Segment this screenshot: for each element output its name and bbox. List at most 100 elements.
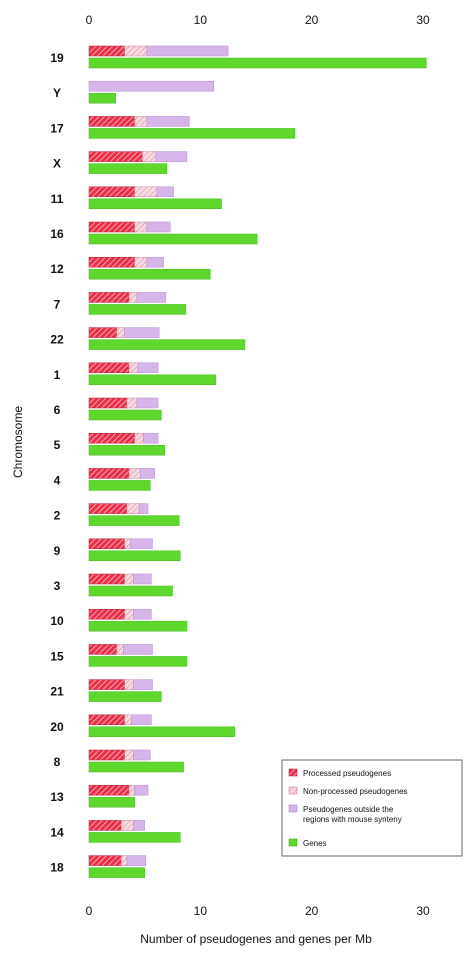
- chromosome-label: 15: [50, 649, 64, 663]
- bar-genes: [88, 550, 181, 562]
- chromosome-label: X: [53, 157, 61, 171]
- legend-swatch-outside: [288, 804, 298, 813]
- bar-outside-synteny-pseudogenes: [129, 538, 153, 550]
- chromosome-label: Y: [53, 86, 61, 100]
- bar-outside-synteny-pseudogenes: [138, 503, 149, 514]
- bar-outside-synteny-pseudogenes: [133, 679, 153, 690]
- bar-outside-synteny-pseudogenes: [146, 45, 229, 57]
- top-x-tick-labels: 0 10 20 30: [86, 13, 430, 27]
- bar-genes: [88, 198, 222, 210]
- bar-genes: [88, 92, 116, 104]
- legend-label-outside: Pseudogenes outside the regions with mou…: [303, 805, 402, 824]
- bar-genes: [88, 409, 162, 421]
- bar-outside-synteny-pseudogenes: [133, 608, 152, 620]
- legend-label-genes: Genes: [303, 839, 327, 848]
- bar-processed-pseudogenes: [88, 679, 125, 690]
- bar-processed-pseudogenes: [88, 221, 135, 233]
- bar-outside-synteny-pseudogenes: [136, 397, 159, 409]
- bar-processed-pseudogenes: [88, 820, 122, 831]
- bar-genes: [88, 620, 188, 632]
- bar-outside-synteny-pseudogenes: [131, 714, 152, 726]
- bar-processed-pseudogenes: [88, 362, 130, 374]
- bar-processed-pseudogenes: [88, 714, 125, 726]
- chromosome-label: 14: [50, 825, 64, 839]
- legend-box: [281, 759, 463, 857]
- chromosome-label: 1: [54, 368, 61, 382]
- bar-genes: [88, 585, 173, 597]
- bar-genes: [88, 374, 217, 386]
- bottom-tick-label: 10: [194, 904, 208, 918]
- chromosome-label: 18: [50, 861, 64, 875]
- top-tick-label: 0: [86, 13, 93, 27]
- bar-outside-synteny-pseudogenes: [146, 256, 164, 268]
- bar-nonprocessed-pseudogenes: [134, 256, 148, 268]
- bar-processed-pseudogenes: [88, 256, 135, 268]
- legend-label-nonprocessed: Non-processed pseudogenes: [303, 787, 408, 796]
- bar-outside-synteny-pseudogenes: [133, 749, 151, 761]
- bar-processed-pseudogenes: [88, 327, 118, 338]
- bar-processed-pseudogenes: [88, 186, 135, 198]
- bar-outside-synteny-pseudogenes: [124, 327, 160, 338]
- bar-nonprocessed-pseudogenes: [134, 186, 158, 198]
- bar-nonprocessed-pseudogenes: [116, 644, 124, 655]
- bar-processed-pseudogenes: [88, 644, 118, 655]
- chromosome-label: 11: [51, 192, 64, 206]
- bar-genes: [88, 832, 181, 843]
- bar-processed-pseudogenes: [88, 397, 128, 409]
- bar-nonprocessed-pseudogenes: [124, 714, 132, 726]
- bar-outside-synteny-pseudogenes: [133, 573, 152, 585]
- bar-processed-pseudogenes: [88, 608, 125, 620]
- bar-nonprocessed-pseudogenes: [124, 45, 148, 57]
- top-tick-label: 10: [194, 13, 208, 27]
- bar-processed-pseudogenes: [88, 749, 125, 761]
- bar-processed-pseudogenes: [88, 432, 135, 444]
- legend: Processed pseudogenes Non-processed pseu…: [281, 759, 463, 857]
- bar-genes: [88, 761, 184, 773]
- bar-nonprocessed-pseudogenes: [134, 116, 148, 127]
- bar-nonprocessed-pseudogenes: [134, 221, 148, 233]
- bar-processed-pseudogenes: [88, 292, 130, 303]
- bar-genes: [88, 796, 135, 808]
- legend-swatch-genes: [288, 838, 298, 847]
- bar-outside-synteny-pseudogenes: [139, 468, 155, 479]
- bar-outside-synteny-pseudogenes: [123, 644, 153, 655]
- bar-nonprocessed-pseudogenes: [128, 468, 141, 479]
- bar-outside-synteny-pseudogenes: [146, 116, 190, 127]
- bar-genes: [88, 268, 211, 280]
- bar-genes: [88, 656, 188, 667]
- bar-nonprocessed-pseudogenes: [126, 503, 140, 514]
- bar-nonprocessed-pseudogenes: [126, 397, 138, 409]
- chromosome-label: 3: [54, 579, 61, 593]
- chromosome-label: 17: [50, 121, 64, 135]
- chromosome-label: 12: [50, 262, 64, 276]
- bar-genes: [88, 339, 246, 350]
- bar-processed-pseudogenes: [88, 116, 135, 127]
- bar-nonprocessed-pseudogenes: [124, 679, 134, 690]
- chromosome-label: 6: [54, 403, 61, 417]
- bar-nonprocessed-pseudogenes: [124, 573, 134, 585]
- chromosome-label: 9: [54, 544, 61, 558]
- chromosome-label: 7: [54, 297, 61, 311]
- bar-outside-synteny-pseudogenes: [134, 784, 149, 796]
- bar-nonprocessed-pseudogenes: [124, 538, 131, 550]
- bottom-tick-label: 0: [86, 904, 93, 918]
- bar-processed-pseudogenes: [88, 503, 128, 514]
- bar-genes: [88, 444, 165, 456]
- bar-outside-synteny-pseudogenes: [156, 186, 174, 198]
- bar-genes: [88, 867, 145, 878]
- bar-nonprocessed-pseudogenes: [116, 327, 125, 338]
- bar-genes: [88, 691, 162, 702]
- bar-outside-synteny-pseudogenes: [146, 221, 171, 233]
- bar-genes: [88, 480, 151, 491]
- chromosome-label: 22: [50, 333, 64, 347]
- y-axis-label: Chromosome: [11, 406, 25, 478]
- chromosome-label: 19: [50, 51, 64, 65]
- bar-outside-synteny-pseudogenes: [136, 292, 167, 303]
- bar-processed-pseudogenes: [88, 573, 125, 585]
- bar-nonprocessed-pseudogenes: [128, 784, 135, 796]
- bars-group: [88, 45, 427, 878]
- chromosome-label: 2: [54, 509, 61, 523]
- x-axis-label: Number of pseudogenes and genes per Mb: [140, 932, 372, 946]
- top-tick-label: 20: [305, 13, 319, 27]
- chromosome-label: 4: [54, 473, 61, 487]
